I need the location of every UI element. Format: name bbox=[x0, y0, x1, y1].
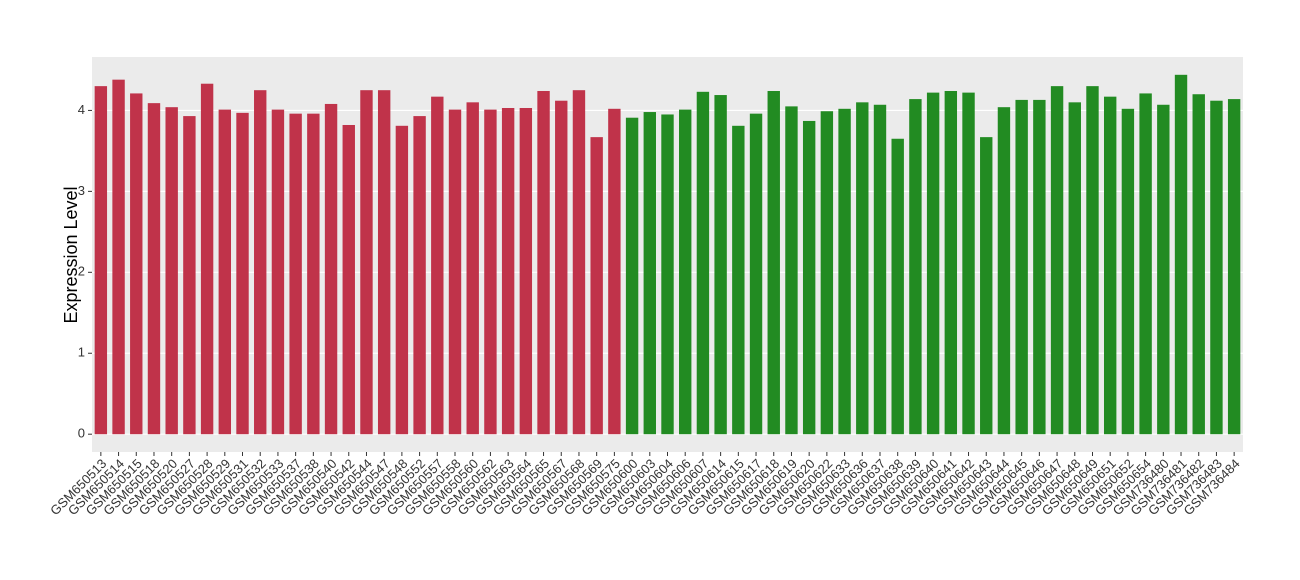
bar bbox=[183, 116, 196, 435]
bar bbox=[1068, 102, 1081, 435]
bar bbox=[590, 137, 603, 435]
bar bbox=[1015, 99, 1028, 435]
bar bbox=[130, 93, 143, 435]
bar bbox=[767, 90, 780, 435]
bar bbox=[271, 109, 285, 435]
bar bbox=[501, 107, 515, 435]
bar bbox=[377, 90, 391, 435]
bar bbox=[625, 117, 639, 435]
y-axis-label: Expression Level bbox=[61, 186, 81, 323]
bar bbox=[395, 125, 409, 435]
bar bbox=[200, 83, 214, 435]
bar bbox=[1103, 96, 1117, 435]
bar bbox=[661, 114, 674, 435]
y-tick-label: 4 bbox=[78, 102, 85, 117]
bar bbox=[555, 100, 568, 435]
bar bbox=[1086, 86, 1099, 435]
bar bbox=[891, 138, 904, 435]
bar bbox=[572, 90, 586, 435]
bar bbox=[873, 104, 887, 435]
bar bbox=[856, 102, 869, 435]
y-tick-label: 3 bbox=[78, 183, 85, 198]
bar bbox=[236, 112, 249, 435]
bar bbox=[714, 95, 727, 435]
bar bbox=[962, 92, 975, 435]
bar bbox=[732, 125, 745, 435]
bar bbox=[484, 109, 497, 435]
bar bbox=[1050, 86, 1064, 435]
bar bbox=[360, 90, 373, 435]
bar bbox=[537, 90, 550, 435]
bar bbox=[466, 102, 479, 435]
bar bbox=[909, 99, 922, 435]
bar bbox=[519, 107, 533, 435]
bar bbox=[1210, 100, 1223, 435]
bar bbox=[147, 103, 161, 435]
bar bbox=[643, 112, 656, 435]
bar bbox=[679, 109, 692, 435]
bar bbox=[1227, 99, 1241, 435]
y-tick-label: 1 bbox=[78, 345, 85, 360]
bar bbox=[608, 108, 621, 435]
bar bbox=[289, 113, 302, 435]
bar bbox=[165, 107, 178, 435]
bar bbox=[1174, 74, 1188, 435]
bar bbox=[696, 91, 710, 435]
bar bbox=[324, 103, 338, 435]
bar bbox=[431, 96, 444, 435]
bar bbox=[838, 108, 851, 435]
bar bbox=[926, 92, 940, 435]
bar bbox=[1121, 108, 1135, 435]
bar bbox=[980, 137, 993, 435]
bar bbox=[448, 109, 462, 435]
bar bbox=[307, 113, 320, 435]
bar bbox=[1192, 94, 1205, 435]
bar bbox=[1033, 99, 1046, 435]
bar bbox=[1139, 93, 1152, 435]
bar bbox=[218, 109, 232, 435]
bar bbox=[112, 79, 125, 435]
bar bbox=[254, 90, 267, 435]
bar bbox=[749, 113, 763, 435]
bar bbox=[820, 111, 834, 435]
y-tick-label: 2 bbox=[78, 264, 85, 279]
y-tick-label: 0 bbox=[78, 426, 85, 441]
bar bbox=[342, 124, 355, 435]
bar bbox=[785, 106, 798, 435]
bar bbox=[802, 120, 816, 435]
bar bbox=[944, 90, 958, 435]
bar bbox=[413, 116, 426, 435]
bar bbox=[997, 107, 1011, 435]
bar bbox=[94, 86, 108, 435]
bar bbox=[1157, 104, 1170, 435]
